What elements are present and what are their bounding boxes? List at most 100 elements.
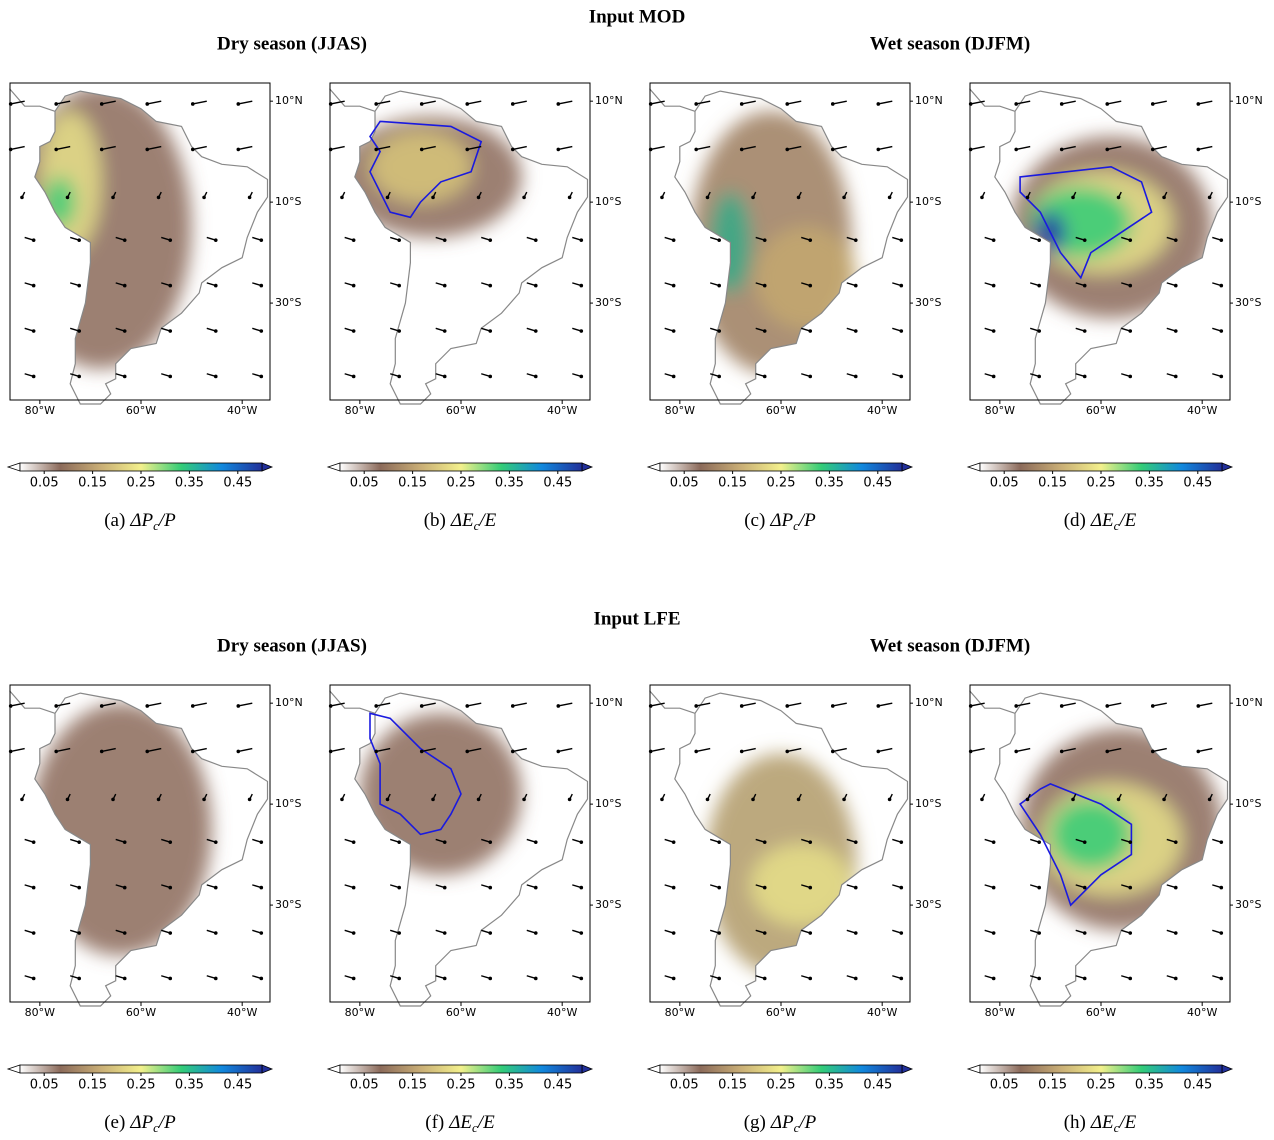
wind-arrow-head	[510, 102, 515, 106]
colorbar-tick-label: 0.45	[223, 476, 252, 491]
x-tick-label: 40°W	[1187, 1006, 1217, 1019]
wind-arrow-head	[236, 102, 241, 106]
wind-arrow	[832, 100, 847, 105]
x-tick-label: 60°W	[446, 1006, 476, 1019]
wind-arrow	[1107, 702, 1122, 707]
wind-arrow	[970, 702, 985, 707]
wind-arrow-head	[853, 885, 858, 890]
wind-arrow-head	[980, 195, 984, 200]
wind-arrow-head	[717, 931, 721, 935]
colorbar-extend	[6, 462, 21, 472]
wind-arrow-head	[991, 329, 996, 333]
y-tick-label: 30°S	[915, 898, 941, 911]
colorbar-tick-label: 0.25	[127, 1078, 156, 1093]
wind-arrow-head	[168, 329, 173, 333]
colorbar-tick-label: 0.05	[350, 476, 379, 491]
wind-arrow-head	[533, 283, 538, 288]
wind-arrow	[10, 100, 25, 105]
wind-arrow-head	[762, 976, 767, 981]
caption-subscript: c	[474, 518, 480, 533]
coastline	[649, 88, 696, 112]
wind-arrow-head	[899, 238, 904, 242]
wind-arrow-head	[808, 976, 813, 981]
wind-arrow-head	[762, 238, 767, 242]
wind-arrow-head	[1037, 931, 1041, 935]
caption-subscript: c	[153, 1120, 159, 1135]
wind-arrow-head	[385, 797, 390, 802]
wind-arrow	[10, 747, 25, 753]
map-panel: 80°W 60°W 40°W 10°N 10°S 30°S 0.05 0.15 0.25 0.35…	[646, 684, 943, 1135]
wind-arrow-head	[54, 102, 58, 106]
wind-arrow-head	[31, 931, 36, 935]
wind-arrow	[1198, 702, 1213, 707]
wind-arrow-head	[567, 797, 572, 802]
wind-arrow	[558, 702, 573, 707]
wind-arrow-head	[1219, 329, 1224, 333]
wind-arrow-head	[579, 931, 584, 935]
wind-arrow	[1016, 702, 1031, 707]
wind-arrow-head	[579, 238, 584, 242]
wind-arrow-head	[671, 931, 676, 935]
wind-arrow	[238, 747, 253, 753]
wind-arrow-head	[579, 329, 584, 333]
map-frame	[649, 82, 911, 401]
wind-arrow-head	[968, 147, 973, 152]
wind-arrow-head	[808, 329, 813, 333]
wind-arrow-head	[1173, 329, 1178, 333]
wind-arrow-head	[77, 329, 81, 333]
wind-arrow-head	[648, 102, 653, 106]
x-tick-label: 60°W	[1086, 1006, 1116, 1019]
wind-arrow-head	[419, 102, 424, 106]
caption-letter: (a)	[104, 510, 125, 531]
wind-arrow-head	[122, 329, 127, 333]
wind-arrow-head	[853, 840, 858, 844]
colorbar-tick-label: 0.35	[495, 1078, 524, 1093]
map-panel: 80°W 60°W 40°W 10°N 10°S 30°S 0.05 0.15 0.25 0.35…	[6, 82, 303, 533]
colorbar-extend	[581, 1064, 594, 1074]
wind-arrow-head	[213, 885, 218, 890]
wind-arrow-head	[510, 704, 515, 708]
wind-arrow-head	[1128, 238, 1133, 242]
wind-arrow	[1016, 145, 1031, 151]
wind-arrow-head	[328, 102, 333, 106]
section-title: Input MOD	[589, 6, 686, 27]
wind-arrow-head	[476, 195, 481, 200]
wind-arrow	[1198, 145, 1213, 151]
x-tick-label: 80°W	[985, 404, 1015, 417]
wind-arrow	[878, 145, 893, 151]
wind-arrow-head	[968, 704, 973, 708]
heat-blob	[359, 713, 522, 875]
wind-arrow-head	[31, 374, 36, 379]
wind-arrow-head	[259, 931, 264, 935]
wind-arrow-head	[1219, 931, 1224, 935]
wind-arrow-head	[671, 976, 676, 981]
x-tick-label: 40°W	[227, 404, 257, 417]
colorbar	[19, 1064, 263, 1074]
wind-arrow	[238, 100, 253, 105]
wind-arrow-head	[762, 931, 767, 935]
wind-arrow-head	[340, 797, 344, 802]
wind-arrow-head	[739, 749, 744, 754]
map-frame	[9, 82, 271, 401]
wind-arrow-head	[1219, 374, 1224, 379]
colorbar-tick-label: 0.45	[1183, 1078, 1212, 1093]
wind-arrow-head	[1196, 704, 1201, 708]
wind-arrow-head	[259, 283, 264, 288]
section-title: Input LFE	[593, 608, 680, 629]
wind-arrow-head	[808, 885, 813, 890]
wind-arrow-head	[1116, 195, 1121, 200]
wind-arrow-head	[522, 195, 526, 200]
wind-arrow-head	[77, 885, 81, 890]
map-frame	[969, 82, 1231, 401]
wind-arrow-head	[1173, 374, 1178, 379]
wind-arrow-head	[762, 840, 767, 844]
wind-arrow-head	[1082, 374, 1087, 379]
wind-arrow-head	[1105, 704, 1110, 708]
caption-rest: /E	[477, 1112, 495, 1133]
wind-arrow-head	[259, 374, 264, 379]
caption-symbol: ΔE	[1090, 510, 1114, 531]
wind-arrow-head	[853, 374, 858, 379]
wind-arrow-head	[168, 238, 173, 242]
caption: (h) ΔEc/E	[1064, 1112, 1137, 1135]
wind-arrow-head	[328, 147, 333, 152]
